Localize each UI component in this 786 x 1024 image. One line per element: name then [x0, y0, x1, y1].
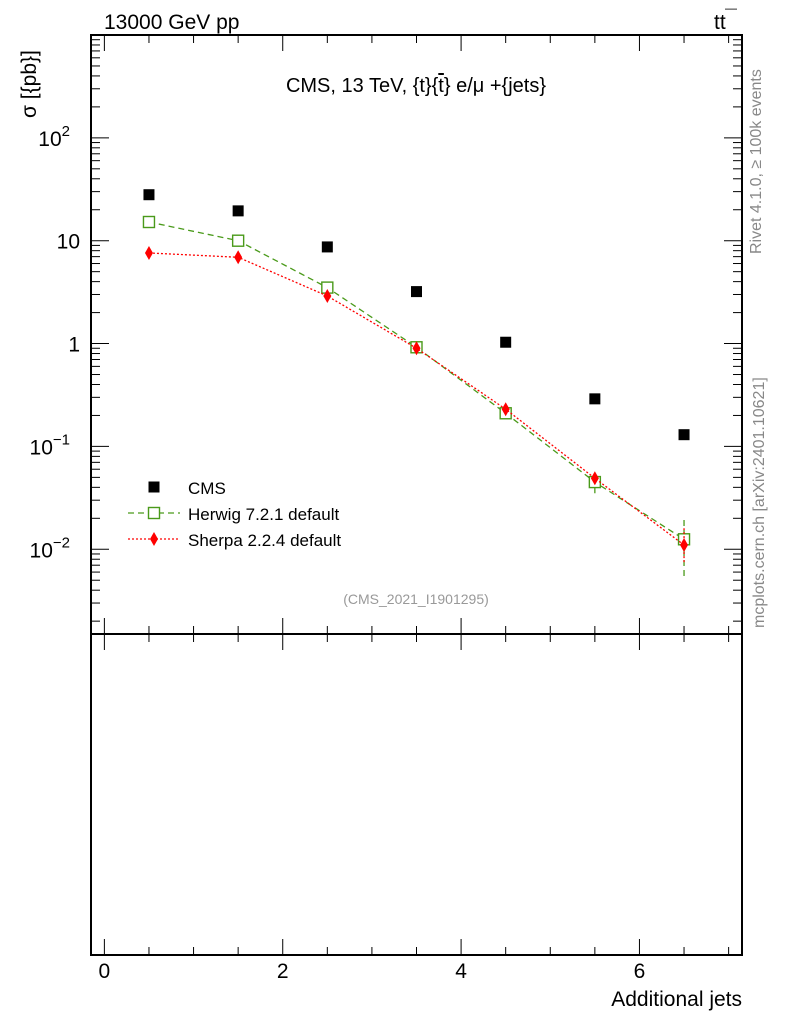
series-2 — [144, 245, 689, 563]
axis-ticks — [91, 34, 742, 955]
legend: CMS Herwig 7.2.1 default Sherpa 2.2.4 defa… — [128, 479, 341, 550]
y-tick-label: 1 — [68, 334, 80, 357]
mcplots-reference-label: mcplots.cern.ch [arXiv:2401.10621] — [751, 377, 768, 628]
data-point — [232, 205, 244, 217]
y-axis-label: σ [{pb}] — [18, 50, 41, 118]
data-point — [589, 393, 601, 405]
legend-label: Sherpa 2.2.4 default — [188, 531, 341, 550]
y-tick-label: 102 — [38, 123, 70, 151]
data-point — [231, 234, 245, 247]
data-point — [680, 538, 689, 553]
process-label-bar: — — [725, 1, 737, 15]
legend-item-2: Sherpa 2.2.4 default — [128, 531, 341, 550]
y-tick-label-base: 10 — [57, 231, 80, 254]
plot-title: CMS, 13 TeV, {t}{t} e/μ +{jets} — [286, 75, 546, 97]
data-point — [143, 189, 155, 201]
x-tick-labels: 0 2 4 6 — [99, 960, 646, 983]
x-tick-label: 6 — [634, 960, 646, 983]
legend-label: CMS — [188, 479, 226, 498]
series-0 — [143, 189, 690, 441]
legend-marker — [148, 481, 160, 493]
data-point — [678, 429, 690, 441]
data-point — [234, 250, 243, 265]
y-tick-label-base: 10 — [30, 539, 53, 562]
data-point — [144, 245, 153, 260]
data-point — [500, 336, 512, 348]
data-point — [142, 215, 156, 229]
y-tick-label-base: 10 — [38, 128, 61, 151]
y-tick-label-exponent: −1 — [53, 431, 70, 448]
data-point — [411, 286, 422, 298]
y-tick-label-exponent: 2 — [62, 123, 70, 140]
y-tick-label-base: 1 — [68, 334, 80, 357]
analysis-id-watermark: (CMS_2021_I1901295) — [343, 591, 489, 607]
y-tick-label-exponent: −2 — [53, 534, 70, 551]
series-line — [148, 221, 685, 540]
y-tick-label: 10 — [57, 231, 80, 254]
plot-title-prefix: CMS, 13 TeV, {t}{ — [286, 75, 439, 97]
ratio-plot-frame — [90, 633, 743, 956]
x-tick-label: 2 — [277, 960, 289, 983]
data-point — [321, 241, 333, 253]
plot-title-suffix: } e/μ +{jets} — [444, 75, 546, 97]
data-point — [590, 471, 599, 486]
x-tick-label: 4 — [455, 960, 467, 983]
legend-item-1: Herwig 7.2.1 default — [128, 505, 339, 524]
process-label: tt — — [714, 1, 737, 34]
process-label-text: tt — [714, 11, 726, 34]
legend-marker — [150, 532, 158, 546]
header-energy-label: 13000 GeV pp — [104, 11, 239, 34]
rivet-version-label: Rivet 4.1.0, ≥ 100k events — [748, 69, 765, 254]
x-tick-label: 0 — [99, 960, 111, 983]
data-point — [501, 402, 510, 417]
x-axis-label: Additional jets — [611, 988, 742, 1011]
plot-title-bar-char: t — [438, 75, 444, 97]
legend-marker — [147, 506, 161, 520]
legend-label: Herwig 7.2.1 default — [188, 505, 339, 524]
series-layer — [142, 189, 691, 576]
legend-item-0: CMS — [148, 479, 226, 498]
y-tick-label: 10−1 — [30, 431, 70, 459]
y-tick-label: 10−2 — [30, 534, 70, 562]
y-tick-label-base: 10 — [30, 436, 53, 459]
data-point — [323, 288, 332, 303]
data-point — [412, 341, 421, 356]
